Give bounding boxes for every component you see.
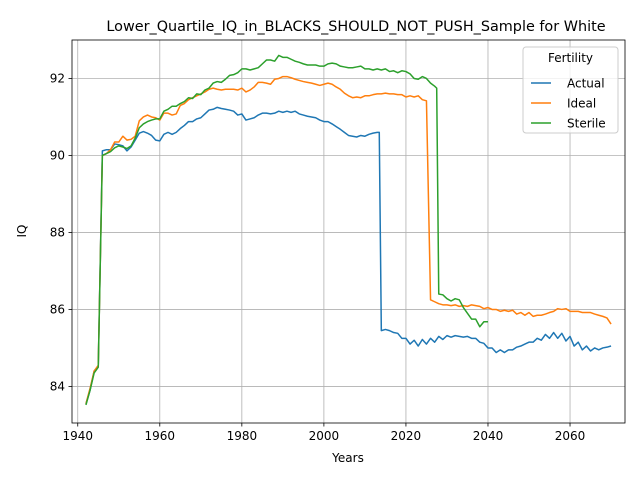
y-tick-label: 92: [50, 71, 65, 85]
series-lines: [85, 54, 612, 406]
legend-items: Actual Ideal Sterile: [531, 77, 606, 131]
x-axis-ticks: 1940 1960 1980 2000 2020 2040 2060: [62, 423, 585, 443]
x-tick-label: 2000: [309, 429, 340, 443]
x-tick-label: 2040: [473, 429, 504, 443]
x-tick-label: 1960: [145, 429, 176, 443]
legend: Fertility Actual Ideal Sterile: [522, 46, 619, 134]
x-tick-label: 1940: [62, 429, 93, 443]
y-axis-label: IQ: [15, 225, 29, 238]
plot-frame: [71, 39, 626, 424]
legend-title: Fertility: [548, 51, 593, 65]
y-axis-ticks: 84 86 88 90 92: [50, 71, 72, 393]
y-tick-label: 86: [50, 302, 65, 316]
legend-label-sterile: Sterile: [567, 117, 606, 131]
legend-label-actual: Actual: [567, 77, 605, 91]
y-tick-label: 88: [50, 225, 65, 239]
x-axis-label: Years: [331, 451, 364, 465]
chart-title: Lower_Quartile_IQ_in_BLACKS_SHOULD_NOT_P…: [106, 19, 605, 35]
grid: [72, 40, 625, 423]
y-tick-label: 84: [50, 379, 65, 393]
x-tick-label: 2060: [555, 429, 586, 443]
series-line-sterile: [85, 54, 488, 406]
legend-label-ideal: Ideal: [567, 97, 596, 111]
series-line-ideal: [85, 75, 612, 404]
x-tick-label: 1980: [227, 429, 258, 443]
legend-box: [522, 46, 619, 134]
x-tick-label: 2020: [391, 429, 422, 443]
y-tick-label: 90: [50, 148, 65, 162]
series-line-actual: [85, 106, 612, 404]
